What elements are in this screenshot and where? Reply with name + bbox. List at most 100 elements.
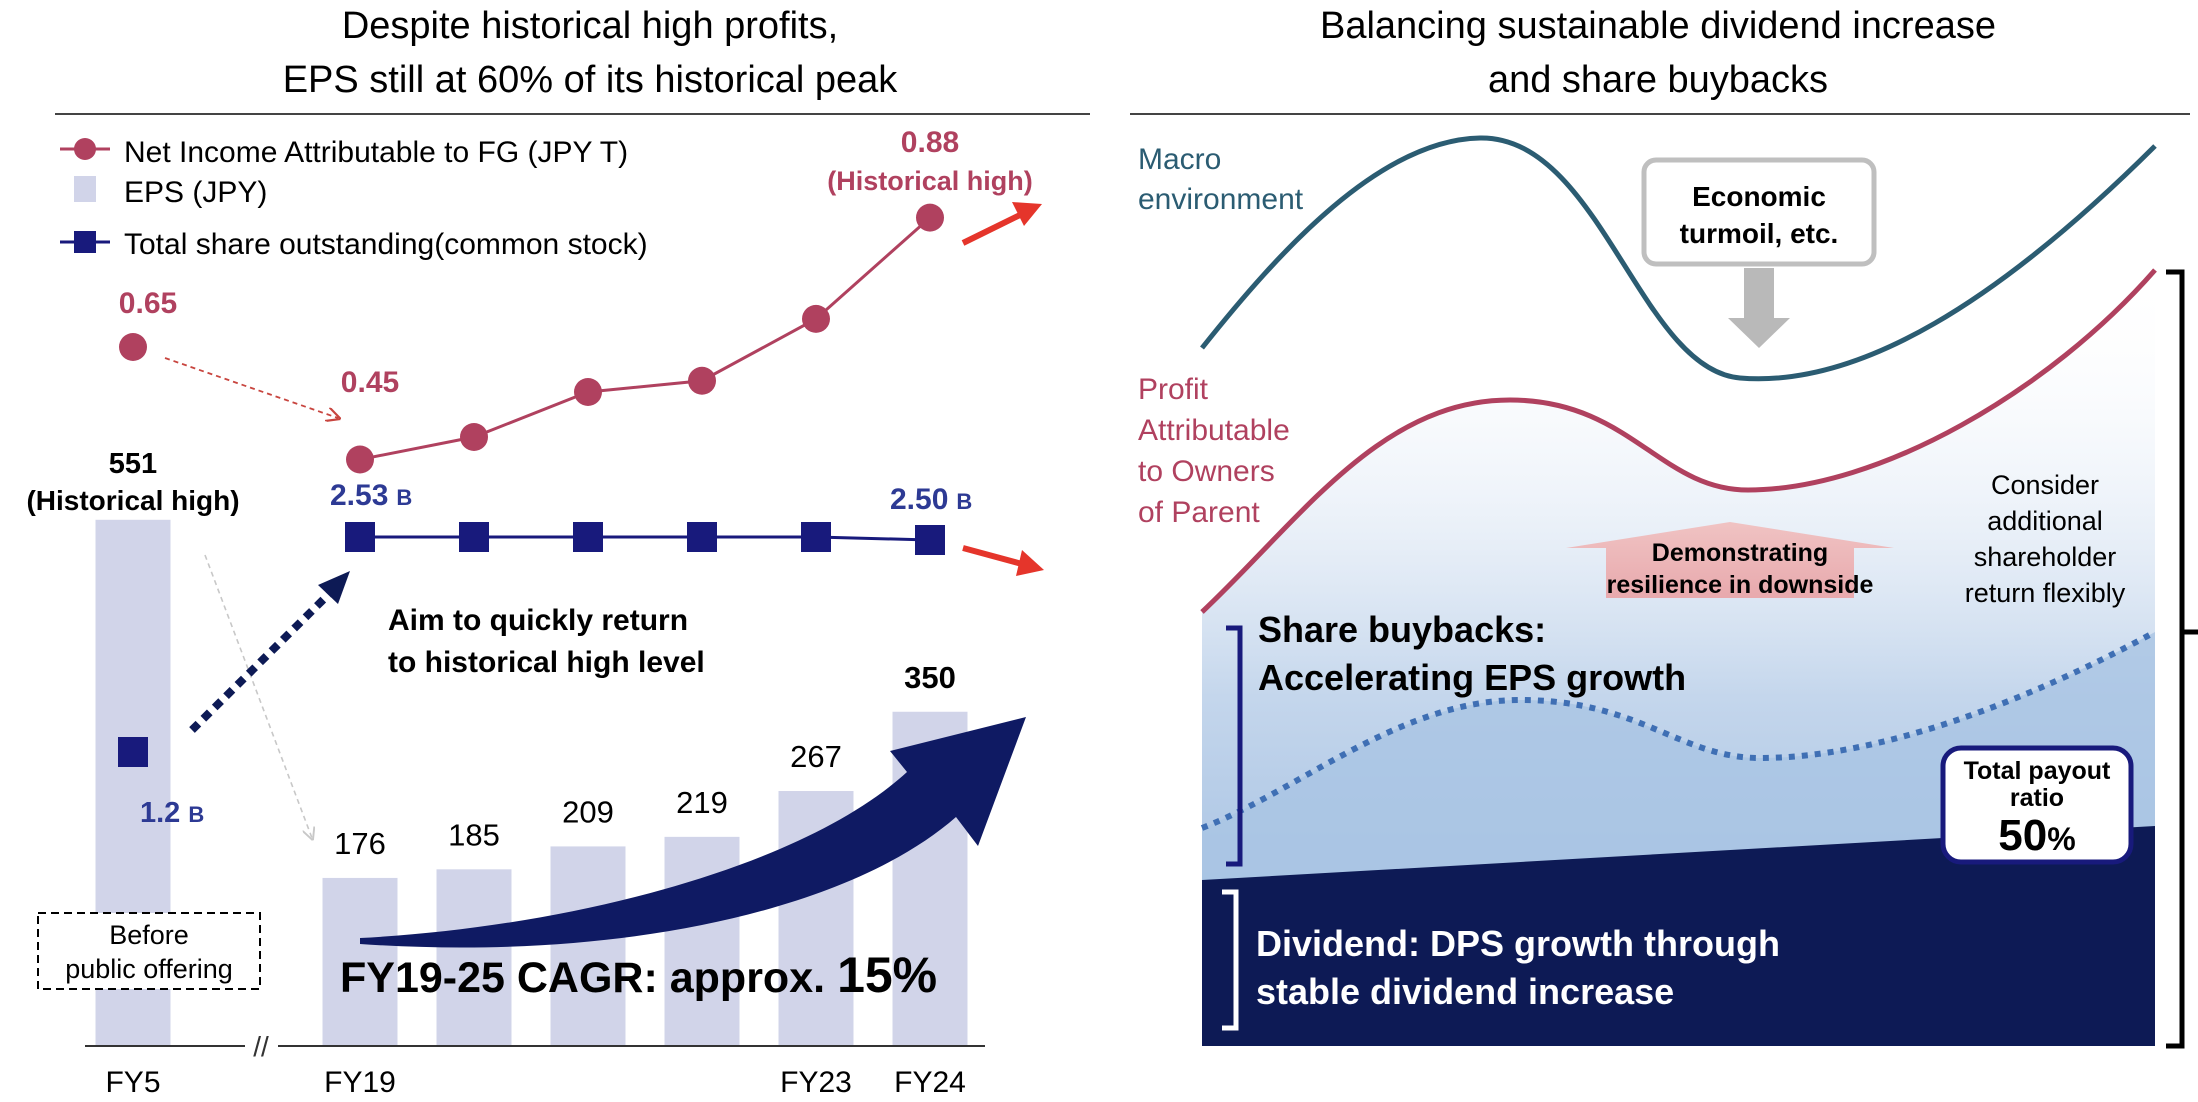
profit-label-line4: of Parent [1138,496,1260,529]
aim-line1: Aim to quickly return [388,604,688,637]
shares-fy19-value: 2.53 B [330,479,412,512]
eps-gap-connector [204,554,312,838]
cagr-label: FY19-25 CAGR: approx. 15% [340,947,937,1003]
legend-eps-swatch [74,176,96,202]
cagr-value: 15% [837,947,937,1003]
eps-growth-curve [1200,629,2157,831]
shares-gap-connector [189,580,343,733]
legend-shares-marker [74,231,96,253]
shares-fy19-unit: B [396,485,412,510]
shares-point-FY21 [573,522,603,552]
eps-value-label-FY23: 267 [790,739,842,774]
eps-value-label-FY20: 185 [448,817,500,852]
before-ipo-line1: Before [109,920,189,950]
payout-unit: % [2047,821,2075,857]
net-income-point-FY5 [119,333,147,361]
ni-high-value: 0.88 [901,126,959,159]
consider-line1: Consider [1991,470,2099,500]
eps-value-label-FY19: 176 [334,826,386,861]
left-panel: Despite historical high profits, EPS sti… [26,5,1090,1099]
turmoil-box [1641,157,1877,267]
shares-fy24-number: 2.50 [890,483,948,516]
payout-number: 50 [1998,811,2047,860]
turmoil-line2: turmoil, etc. [1680,218,1839,249]
net-income-point-FY19 [346,445,374,474]
ni-gap-connector [164,357,338,418]
shares-first-value: 1.2 B [140,797,204,829]
ni-low-value: 0.45 [341,366,399,399]
x-axis: // [85,1031,985,1062]
profit-label-line1: Profit [1138,373,1209,406]
shares-point-FY5 [118,737,148,767]
shares-fy19-number: 2.53 [330,479,388,512]
shares-line [360,535,931,542]
turmoil-down-arrow [1728,268,1790,348]
net-income-line [359,216,931,461]
eps-value-label-FY21: 209 [562,794,614,829]
x-tick-FY5: FY5 [105,1066,160,1099]
eps-bars [95,519,968,1046]
consider-line3: shareholder [1974,542,2117,572]
x-axis-break: // [253,1031,269,1062]
aim-line2: to historical high level [388,646,705,679]
shares-first-unit: B [188,802,204,827]
shares-point-FY24 [915,525,945,555]
net-income-point-FY20 [460,423,488,451]
ni-first-value: 0.65 [119,287,177,320]
profit-label-line2: Attributable [1138,414,1290,447]
dividend-line1: Dividend: DPS growth through [1256,923,1780,964]
buyback-bracket [1226,625,1243,867]
x-tick-FY24: FY24 [894,1066,966,1099]
x-tick-FY19: FY19 [324,1066,396,1099]
shares-series [118,522,945,767]
net-income-point-FY22 [688,366,716,395]
eps-bar-FY20 [436,869,512,1046]
consider-bracket [2166,269,2185,1049]
legend-net-income-marker [74,138,96,160]
right-title-line1: Balancing sustainable dividend increase [1320,5,1996,47]
ni-trend-arrow [961,202,1042,246]
shares-point-FY19 [345,522,375,552]
shares-trend-arrow [962,545,1044,576]
net-income-point-FY23 [802,304,830,333]
eps-value-label-FY22: 219 [676,785,728,820]
legend-eps-label: EPS (JPY) [124,176,267,209]
shares-point-FY22 [687,522,717,552]
cagr-arrow [360,717,1026,948]
net-income-point-FY21 [574,378,602,406]
shares-fy24-value: 2.50 B [890,483,972,516]
resilience-up-arrow [1566,522,1894,598]
profit-label-line3: to Owners [1138,455,1275,488]
eps-first-note: (Historical high) [26,485,239,516]
payout-ratio-box [1940,745,2134,865]
shares-first-number: 1.2 [140,797,180,829]
payout-line1: Total payout [1964,757,2111,785]
net-income-series [119,203,944,474]
dividend-area [1202,826,2155,1046]
payout-line2: ratio [2010,784,2064,812]
dividend-line2: stable dividend increase [1256,971,1674,1012]
payout-value: 50% [1998,811,2075,860]
cagr-text: FY19-25 CAGR: approx. [340,954,825,1002]
eps-bar-FY19 [322,877,398,1046]
consider-line4: return flexibly [1965,578,2126,608]
shares-point-FY23 [801,522,831,552]
net-income-point-FY24 [916,203,944,232]
x-tick-FY23: FY23 [780,1066,852,1099]
left-title-line1: Despite historical high profits, [342,5,838,47]
macro-curve [1200,135,2157,382]
eps-first-value: 551 [109,448,157,480]
eps-bar-labels: 176 185 209 219 267 350 [334,660,956,861]
right-title-line2: and share buybacks [1488,59,1828,101]
macro-label-line1: Macro [1138,143,1221,176]
shares-point-FY20 [459,522,489,552]
legend-net-income-label: Net Income Attributable to FG (JPY T) [124,136,628,169]
eps-bar-FY21 [550,846,626,1046]
turmoil-line1: Economic [1692,181,1826,212]
buyback-line2: Accelerating EPS growth [1258,657,1686,698]
before-ipo-box [37,912,261,990]
left-title-line2: EPS still at 60% of its historical peak [283,59,899,101]
resilience-line1: Demonstrating [1652,539,1828,567]
x-axis-tick-labels: FY5 FY19 FY23 FY24 [105,1066,965,1099]
